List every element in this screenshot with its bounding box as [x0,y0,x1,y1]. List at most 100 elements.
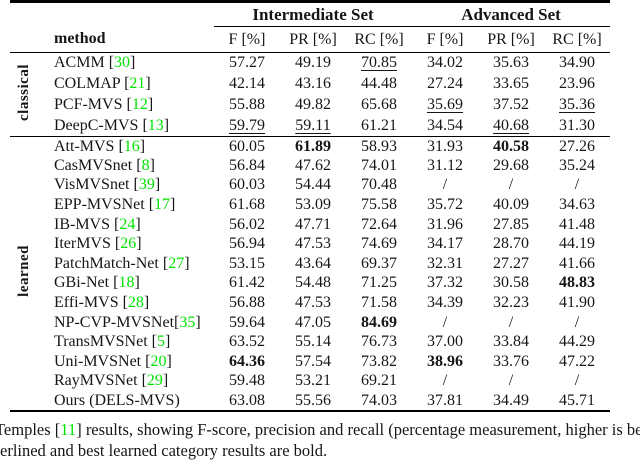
citation-bracket: [ [136,156,142,174]
citation-link[interactable]: 26 [120,235,137,253]
value-cell: 33.84 [478,332,544,352]
citation-bracket: [ [133,176,139,194]
value-cell: 56.02 [214,215,280,235]
value-text: 47.05 [295,313,331,331]
section-label-learned: learned [10,135,38,411]
value-cell: / [478,372,544,392]
table-body: classical ACMM [30] 57.27 49.19 70.85 34.02 35… [10,53,611,411]
table-row: COLMAP [21] 42.14 43.16 44.48 27.24 33.65 23.9… [10,74,610,95]
value-text: 49.19 [295,54,331,72]
value-cell: 34.17 [412,234,478,254]
value-cell: 59.79 [214,116,280,137]
value-cell: 60.03 [214,176,280,196]
value-text: 74.01 [361,156,397,174]
method-name: PCF-MVS [12] [38,95,214,116]
value-cell: 40.68 [478,116,544,137]
value-text: 70.48 [361,176,397,194]
value-cell: 41.66 [544,254,610,274]
citation-link[interactable]: 13 [147,116,164,134]
method-name: RayMVSNet [29] [38,372,214,392]
table-row: DeepC-MVS [13] 59.79 59.11 61.21 34.54 40.68 3… [10,116,610,137]
citation-bracket: ] [143,294,150,312]
citation-bracket: [ [114,235,121,253]
table-row: EPP-MVSNet [17] 61.68 53.09 75.58 35.72 40.09… [10,195,610,215]
value-cell: 32.23 [478,293,544,313]
value-cell: 58.93 [346,136,413,157]
value-cell: 41.48 [544,215,610,235]
method-name: DeepC-MVS [13] [38,116,214,137]
value-text: 84.69 [361,313,397,331]
method-name-text: Ours (DELS-MVS) [54,391,180,409]
table-row: Effi-MVS [28] 56.88 47.53 71.58 34.39 32.23 41… [10,293,610,313]
method-name-text: CasMVSnet [54,156,137,174]
citation-link[interactable]: 39 [138,176,155,194]
citation-link[interactable]: 5 [156,333,165,351]
value-text: / [508,176,514,194]
citation-link[interactable]: 18 [118,274,135,292]
value-cell: 31.12 [412,156,478,176]
value-cell: 74.03 [346,391,412,411]
citation-link[interactable]: 21 [129,75,146,92]
value-cell: 37.52 [478,95,544,116]
value-text: 74.69 [361,235,397,253]
value-cell: 23.96 [544,74,610,95]
citation-link[interactable]: 30 [114,54,131,72]
citation-link[interactable]: 28 [127,294,144,312]
value-cell: 29.68 [478,156,544,176]
value-text: 47.53 [295,294,331,312]
citation-link[interactable]: 16 [123,137,140,155]
method-name: Ours (DELS-MVS) [38,391,214,411]
citation-bracket: [ [126,96,132,113]
citation-link[interactable]: 8 [141,156,150,174]
value-text: 59.79 [229,116,265,134]
citation-bracket: [ [141,372,147,390]
citation-link[interactable]: 20 [150,352,167,370]
citation-link[interactable]: 27 [168,254,185,272]
value-text: 27.26 [559,137,596,155]
value-cell: 34.49 [478,391,544,411]
method-name: IterMVS [26] [38,234,214,254]
value-cell: 53.21 [280,372,346,392]
value-text: 27.27 [493,254,530,272]
value-text: 27.24 [427,75,464,92]
value-text: 31.93 [427,137,464,155]
value-cell: 34.54 [412,116,478,137]
citation-bracket: ] [163,116,170,134]
citation-link[interactable]: 17 [154,196,171,214]
value-text: 33.76 [493,352,530,370]
value-cell: 47.62 [280,156,346,176]
table-row: GBi-Net [18] 61.42 54.48 71.25 37.32 30.58 48.… [10,274,610,294]
value-cell: 74.01 [346,156,412,176]
value-text: 47.62 [295,156,331,174]
citation-link[interactable]: 29 [146,372,163,390]
citation-link[interactable]: 12 [131,96,148,113]
citation-link[interactable]: 24 [119,215,136,233]
citation-bracket: [ [108,54,115,72]
value-text: 59.11 [295,116,331,134]
method-name-text: ACMM [54,54,109,72]
citation-bracket: ] [195,313,201,331]
citation-bracket: ] [130,54,136,72]
value-text: 33.65 [493,75,530,92]
intermediate-set-header: Intermediate Set [214,1,413,27]
value-cell: 53.15 [214,254,280,274]
value-cell: 35.69 [412,95,478,116]
method-name-text: EPP-MVSNet [54,196,149,214]
value-text: 57.54 [295,352,331,370]
citation-bracket: ] [149,156,155,174]
citation-link[interactable]: 11 [60,419,77,439]
value-cell: 55.14 [280,332,346,352]
method-name-text: PatchMatch-Net [54,254,163,272]
value-cell: 73.82 [346,352,412,372]
citation-link[interactable]: 35 [179,313,196,331]
value-text: 53.09 [295,196,331,214]
citation-bracket: [ [142,116,148,134]
value-text: 40.58 [493,137,530,155]
results-table: Intermediate Set Advanced Set method F [… [10,0,611,412]
value-text: 34.63 [559,196,596,214]
value-cell: 48.83 [544,274,610,294]
method-name-text: RayMVSNet [54,372,142,390]
value-text: 59.64 [229,313,265,331]
value-cell: 40.09 [478,195,544,215]
table-row: CasMVSnet [8] 56.84 47.62 74.01 31.12 29.68 35… [10,156,610,176]
